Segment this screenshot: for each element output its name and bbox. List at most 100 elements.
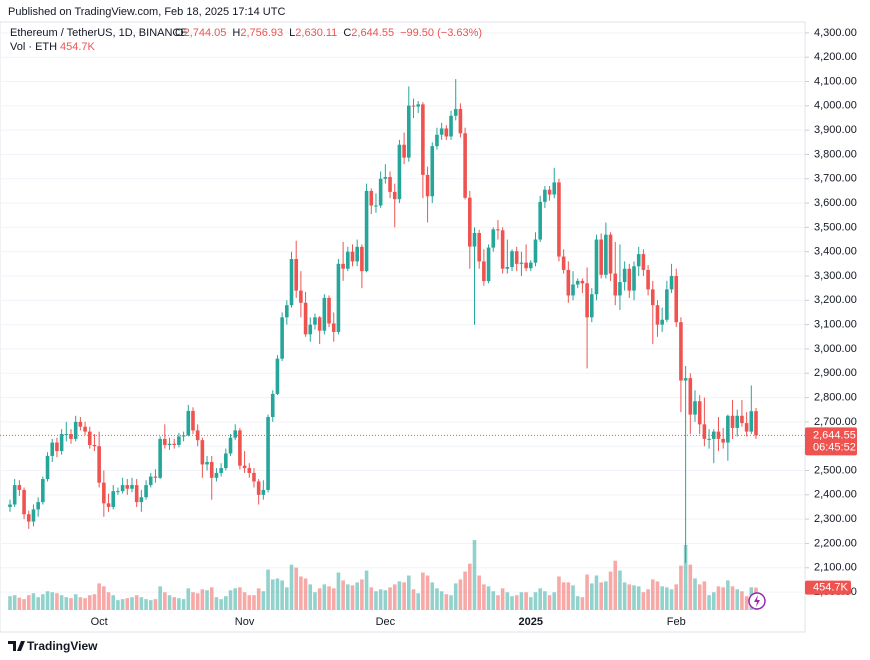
volume-bar	[313, 592, 317, 610]
y-tick-label: 3,400.00	[814, 246, 857, 258]
volume-bar	[294, 567, 299, 610]
candle-body	[627, 268, 632, 291]
y-tick-label: 2,800.00	[814, 391, 857, 403]
ohlc-value: 2,744.05	[184, 27, 227, 39]
candle-body	[55, 442, 59, 452]
candle-body	[669, 276, 674, 290]
volume-bar	[341, 580, 345, 610]
volume-bar	[261, 591, 266, 610]
candle-body	[730, 415, 735, 428]
volume-bar	[116, 600, 120, 610]
candle-body	[214, 472, 219, 478]
candle-body	[439, 128, 444, 135]
volume-bar	[285, 587, 289, 610]
candle-body	[636, 254, 641, 267]
candle-body	[247, 468, 252, 473]
ohlc-value: 2,756.93	[240, 27, 283, 39]
candle-body	[571, 284, 575, 296]
volume-bar	[477, 575, 481, 610]
volume-bar	[566, 582, 571, 610]
candle-body	[285, 305, 289, 318]
volume-bar	[514, 595, 519, 610]
volume-bar	[599, 582, 603, 610]
candle-body	[561, 256, 566, 270]
volume-bar	[275, 578, 280, 610]
candle-body	[83, 426, 87, 432]
candle-body	[78, 421, 83, 427]
volume-bar	[317, 588, 322, 610]
y-tick-label: 3,900.00	[814, 124, 857, 136]
volume-bar	[144, 599, 148, 610]
x-tick-label: Feb	[667, 616, 686, 628]
candle-body	[167, 443, 172, 445]
candle-body	[186, 410, 191, 436]
volume-bar	[369, 587, 374, 610]
candle-body	[26, 514, 31, 522]
x-tick-label: Oct	[91, 616, 108, 628]
volume-bar	[50, 592, 55, 610]
candle-body	[64, 434, 69, 436]
y-tick-label: 2,500.00	[814, 464, 857, 476]
volume-bar	[59, 595, 64, 610]
candle-body	[327, 297, 331, 324]
candle-body	[238, 430, 242, 466]
candle-body	[41, 479, 45, 503]
candle-body	[73, 421, 78, 439]
candle-body	[646, 269, 650, 290]
volume-bar	[660, 586, 664, 610]
volume-bar	[580, 597, 585, 610]
candle-body	[233, 430, 238, 438]
volume-bar	[740, 591, 744, 610]
candle-body	[172, 443, 177, 445]
candle-body	[280, 317, 284, 359]
candle-body	[144, 485, 148, 498]
candle-body	[449, 115, 453, 137]
volume-bar	[613, 560, 618, 610]
volume-bar	[524, 592, 528, 610]
volume-bar	[407, 575, 411, 610]
candle-body	[726, 415, 730, 443]
volume-bar	[139, 597, 144, 610]
candle-body	[308, 324, 313, 335]
volume-bar	[360, 579, 364, 610]
volume-bar	[444, 594, 449, 610]
candle-body	[533, 239, 538, 263]
volume-bar	[679, 565, 683, 610]
volume-bar	[280, 580, 284, 610]
candle-body	[364, 190, 369, 272]
volume-bar	[482, 584, 486, 610]
volume-bar	[364, 570, 369, 610]
y-tick-label: 3,700.00	[814, 173, 857, 185]
volume-bar	[458, 579, 463, 610]
volume-bar	[571, 585, 575, 610]
volume-bar	[219, 599, 223, 610]
candle-body	[458, 108, 463, 134]
volume-bar	[425, 575, 430, 610]
candle-body	[139, 497, 144, 503]
countdown: 06:45:52	[813, 441, 856, 453]
candle-body	[270, 393, 275, 418]
candle-body	[224, 453, 228, 469]
volume-bar	[491, 591, 496, 610]
candle-body	[331, 323, 336, 332]
y-tick-label: 2,400.00	[814, 489, 857, 501]
y-tick-label: 2,300.00	[814, 513, 857, 525]
volume-bar	[125, 598, 130, 610]
candle-body	[177, 436, 181, 445]
candle-body	[608, 234, 613, 274]
candle-body	[111, 491, 116, 507]
x-tick-label: 2025	[519, 616, 543, 628]
y-tick-label: 3,600.00	[814, 197, 857, 209]
candle-body	[693, 401, 697, 415]
volume-bar	[528, 597, 533, 610]
candle-body	[425, 174, 430, 197]
candle-body	[120, 485, 125, 492]
candle-body	[674, 276, 679, 323]
candle-body	[477, 232, 481, 262]
candle-body	[261, 489, 266, 495]
symbol: Ethereum / TetherUS, 1D, BINANCE	[10, 27, 188, 39]
volume-bar	[102, 586, 106, 610]
candle-body	[87, 431, 92, 445]
volume-bar	[411, 589, 416, 610]
